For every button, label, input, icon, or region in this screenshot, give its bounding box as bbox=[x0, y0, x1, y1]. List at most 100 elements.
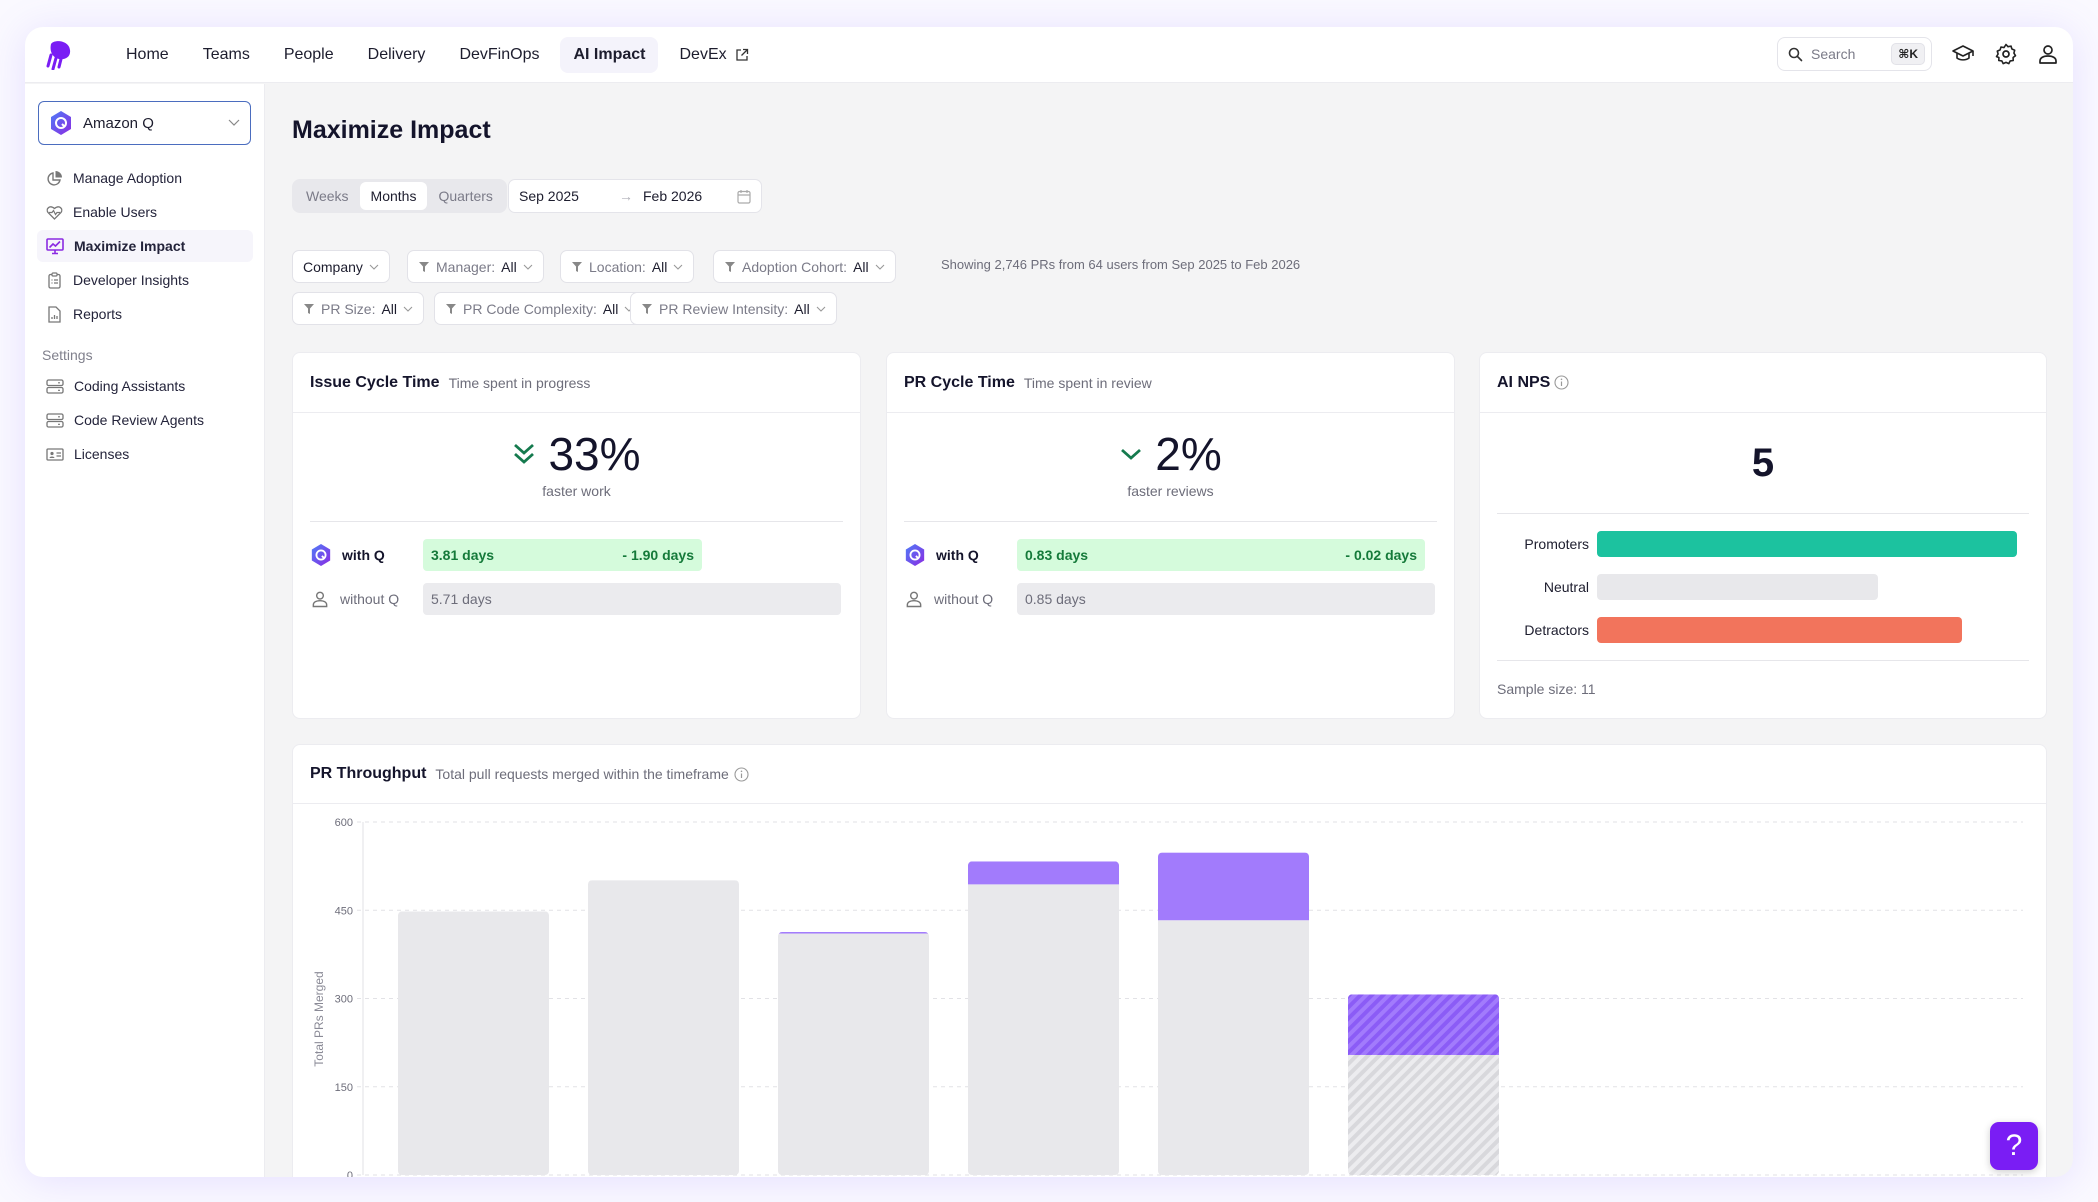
nav-ai-impact[interactable]: AI Impact bbox=[560, 37, 659, 73]
nps-score: 5 bbox=[1751, 441, 1775, 485]
gear-icon[interactable] bbox=[1994, 42, 2018, 66]
adoption-cohort-filter[interactable]: Adoption Cohort: All bbox=[713, 250, 896, 283]
user-icon[interactable] bbox=[2036, 42, 2060, 66]
nav-label: Teams bbox=[202, 46, 250, 63]
manager-filter[interactable]: Manager: All bbox=[407, 250, 544, 283]
nps-row-detractors: Detractors bbox=[1497, 617, 2017, 643]
date-arrow: → bbox=[619, 188, 633, 204]
issue-cycle-time-card: Issue Cycle Time Time spent in progress … bbox=[292, 352, 861, 719]
pr-code-complexity-filter[interactable]: PR Code Complexity: All bbox=[434, 292, 646, 325]
nav-label: DevEx bbox=[679, 46, 727, 63]
nav-devfinops[interactable]: DevFinOps bbox=[446, 37, 552, 73]
bar-group[interactable] bbox=[1348, 994, 1499, 1175]
bar-with-q bbox=[778, 932, 929, 934]
sidebar-item-label: Enable Users bbox=[73, 204, 158, 220]
nav-delivery[interactable]: Delivery bbox=[355, 37, 439, 73]
bar-group[interactable] bbox=[398, 911, 549, 1175]
nav-label: Home bbox=[126, 46, 169, 63]
nav-label: DevFinOps bbox=[459, 46, 540, 63]
y-tick-label: 600 bbox=[335, 817, 353, 829]
bar-group[interactable] bbox=[588, 880, 739, 1175]
with-q-label: with Q bbox=[310, 543, 423, 567]
pr-throughput-card: PR Throughput Total pull requests merged… bbox=[292, 744, 2047, 1177]
company-filter[interactable]: Company bbox=[292, 250, 390, 283]
sidebar-item-coding-assistants[interactable]: Coding Assistants bbox=[37, 370, 253, 402]
info-icon[interactable] bbox=[1554, 375, 1569, 390]
date-to: Feb 2026 bbox=[643, 188, 703, 204]
app-window: Home Teams People Delivery DevFinOps AI … bbox=[25, 27, 2073, 1177]
card-subtitle: Total pull requests merged within the ti… bbox=[435, 766, 729, 782]
nav-teams[interactable]: Teams bbox=[190, 37, 263, 73]
improvement-metric: 2% bbox=[887, 427, 1454, 481]
user-icon bbox=[312, 591, 328, 608]
sidebar-item-enable-users[interactable]: Enable Users bbox=[37, 196, 253, 228]
divider bbox=[1497, 660, 2029, 661]
bar-with-q bbox=[1158, 852, 1309, 921]
help-button[interactable]: ? bbox=[1990, 1122, 2038, 1170]
calendar-icon bbox=[737, 189, 751, 204]
date-range-picker[interactable]: Sep 2025 → Feb 2026 bbox=[508, 179, 762, 213]
graduation-cap-icon[interactable] bbox=[1951, 42, 1975, 66]
without-q-bar: 0.85 days bbox=[1017, 583, 1435, 615]
nav-home[interactable]: Home bbox=[113, 37, 182, 73]
with-q-bar: 3.81 days - 1.90 days bbox=[423, 539, 702, 571]
info-icon[interactable] bbox=[734, 766, 749, 782]
sidebar-item-maximize-impact[interactable]: Maximize Impact bbox=[37, 230, 253, 262]
improvement-metric: 33% bbox=[293, 427, 860, 481]
bar-group[interactable] bbox=[1158, 852, 1309, 1175]
improvement-caption: faster reviews bbox=[1127, 483, 1214, 499]
card-header: PR Cycle Time Time spent in review bbox=[887, 353, 1454, 413]
nav-label: People bbox=[283, 46, 334, 63]
assistant-selector[interactable]: Amazon Q bbox=[38, 101, 251, 145]
with-q-label: with Q bbox=[904, 543, 1017, 567]
sidebar-item-label: Maximize Impact bbox=[74, 238, 186, 254]
nps-label: Detractors bbox=[1524, 622, 1589, 638]
card-title: PR Cycle Time bbox=[904, 373, 1015, 391]
filter-icon bbox=[725, 261, 735, 272]
nps-row-neutral: Neutral bbox=[1497, 574, 2017, 600]
ai-nps-card: AI NPS 5 Promoters Neutral Detractors Sa… bbox=[1479, 352, 2047, 719]
id-card-icon bbox=[46, 447, 64, 461]
granularity-months[interactable]: Months bbox=[359, 182, 428, 210]
with-q-row: with Q 3.81 days - 1.90 days bbox=[310, 539, 843, 571]
main-content: Maximize Impact Weeks Months Quarters Se… bbox=[266, 84, 2073, 1177]
filter-value: All bbox=[602, 300, 619, 317]
granularity-weeks[interactable]: Weeks bbox=[306, 188, 349, 204]
showing-summary: Showing 2,746 PRs from 64 users from Sep… bbox=[941, 257, 1301, 272]
server-icon bbox=[46, 412, 64, 428]
filter-label: PR Code Complexity: bbox=[463, 300, 597, 317]
granularity-quarters[interactable]: Quarters bbox=[438, 188, 493, 204]
without-q-value: 0.85 days bbox=[1025, 591, 1086, 607]
bar-without-q bbox=[1348, 1054, 1499, 1175]
sidebar-item-code-review-agents[interactable]: Code Review Agents bbox=[37, 404, 253, 436]
sidebar-item-licenses[interactable]: Licenses bbox=[37, 438, 253, 470]
filter-label: PR Review Intensity: bbox=[659, 300, 789, 317]
monitor-chart-icon bbox=[46, 237, 64, 254]
bar-group[interactable] bbox=[778, 932, 929, 1175]
divider bbox=[1497, 513, 2029, 514]
bar-group[interactable] bbox=[968, 861, 1119, 1175]
pr-cycle-time-card: PR Cycle Time Time spent in review 2% fa… bbox=[886, 352, 1455, 719]
sidebar-item-reports[interactable]: Reports bbox=[37, 298, 253, 330]
sidebar-item-developer-insights[interactable]: Developer Insights bbox=[37, 264, 253, 296]
y-axis-label: Total PRs Merged bbox=[312, 971, 326, 1066]
pr-review-intensity-filter[interactable]: PR Review Intensity: All bbox=[630, 292, 837, 325]
nps-label: Neutral bbox=[1543, 579, 1589, 595]
bar-with-q bbox=[968, 861, 1119, 885]
nps-label: Promoters bbox=[1524, 536, 1589, 552]
card-subtitle: Time spent in review bbox=[1023, 374, 1152, 391]
location-filter[interactable]: Location: All bbox=[560, 250, 695, 283]
improvement-caption: faster work bbox=[542, 483, 611, 499]
pr-size-filter[interactable]: PR Size: All bbox=[292, 292, 425, 325]
divider bbox=[904, 521, 1437, 522]
nav-people[interactable]: People bbox=[271, 37, 347, 73]
page-title: Maximize Impact bbox=[292, 116, 491, 144]
nav-devex[interactable]: DevEx bbox=[666, 37, 761, 73]
sample-size: Sample size: 11 bbox=[1497, 681, 1596, 697]
jellyfish-logo-icon[interactable] bbox=[45, 40, 73, 70]
sidebar-item-manage-adoption[interactable]: Manage Adoption bbox=[37, 162, 253, 194]
nps-bar-detractors bbox=[1597, 617, 1963, 643]
selector-label: Amazon Q bbox=[83, 114, 154, 132]
search-input[interactable]: Search ⌘K bbox=[1777, 37, 1932, 71]
filter-value: All bbox=[794, 300, 810, 317]
